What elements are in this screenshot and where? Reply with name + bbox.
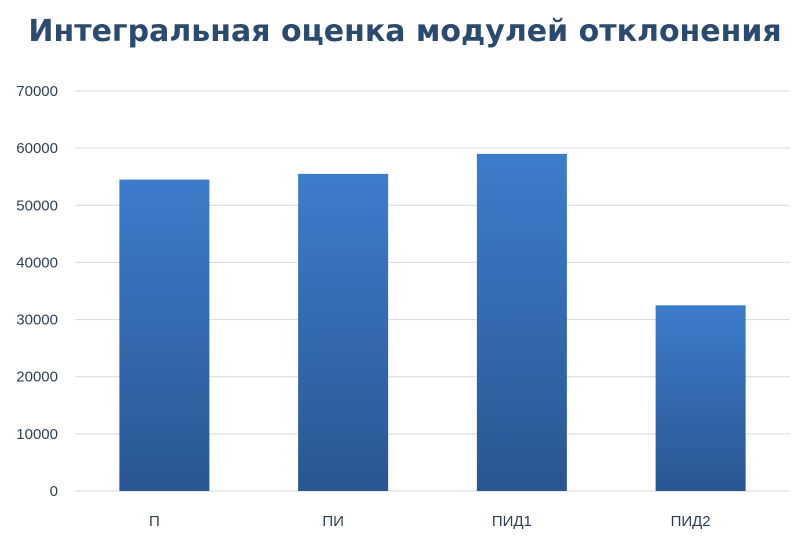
y-tick-label: 30000: [16, 312, 58, 329]
chart-title: Интегральная оценка модулей отклонения: [28, 14, 782, 49]
y-tick-label: 60000: [16, 140, 58, 157]
x-category-label: ПИД2: [671, 513, 711, 530]
x-axis-categories: П ПИ ПИД1 ПИД2: [149, 513, 711, 530]
bar-3: [476, 153, 567, 491]
bar-2: [298, 173, 389, 491]
x-category-label: П: [149, 513, 160, 530]
x-category-label: ПИД1: [492, 513, 532, 530]
y-tick-label: 20000: [16, 369, 58, 386]
bar-4: [655, 305, 746, 491]
y-tick-label: 50000: [16, 197, 58, 214]
y-axis-ticks: 0 10000 20000 30000 40000 50000 60000 70000: [16, 83, 58, 500]
y-tick-label: 70000: [16, 83, 58, 100]
x-category-label: ПИ: [322, 513, 344, 530]
bar-layer: [119, 153, 746, 492]
y-tick-label: 40000: [16, 254, 58, 271]
y-tick-label: 10000: [16, 426, 58, 443]
bar-1: [119, 179, 210, 492]
y-tick-label: 0: [50, 483, 58, 500]
